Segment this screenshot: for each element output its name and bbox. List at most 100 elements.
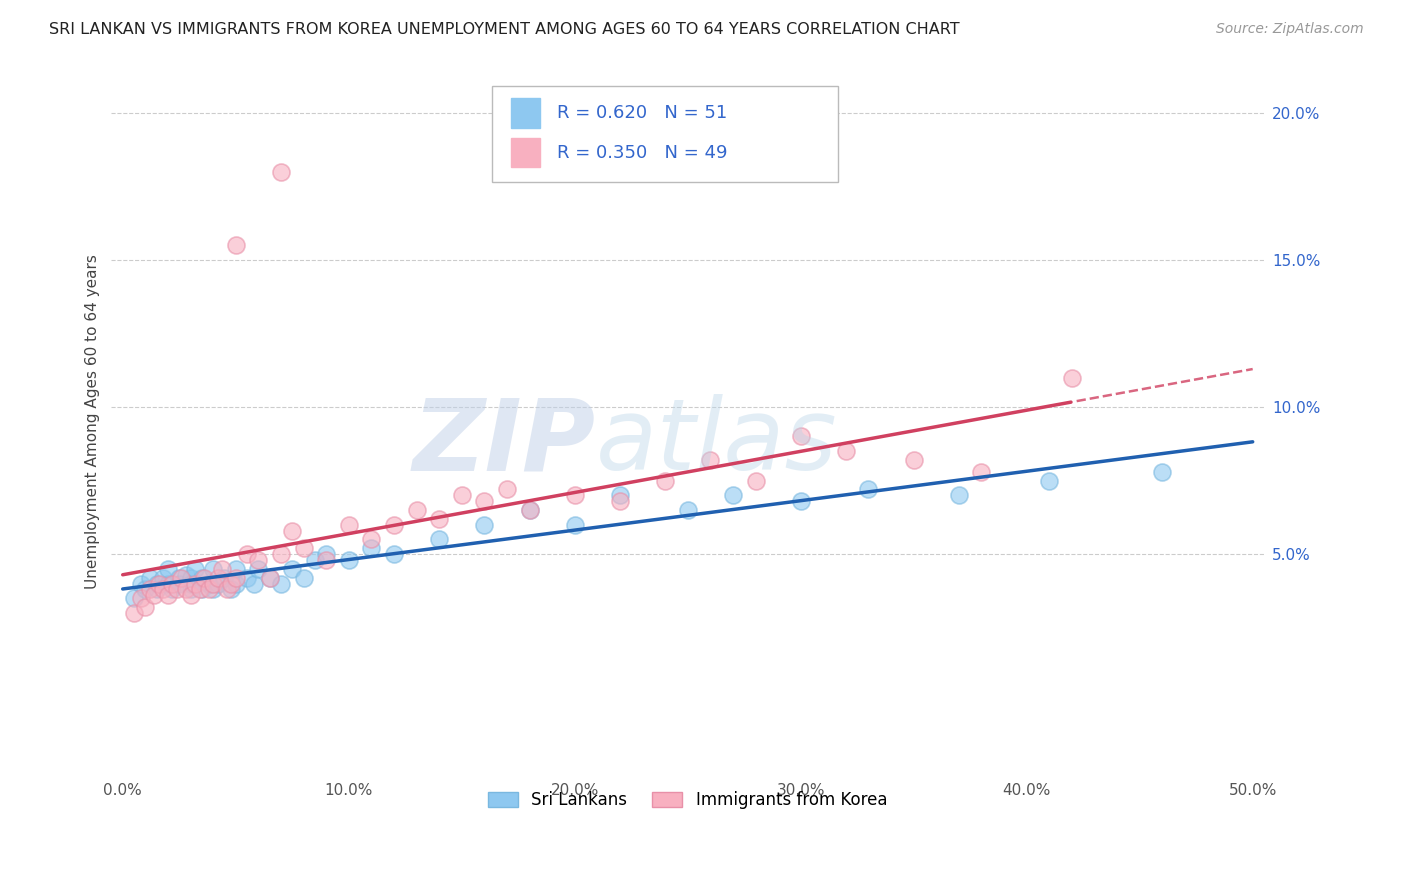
Point bbox=[360, 533, 382, 547]
Point bbox=[281, 524, 304, 538]
Point bbox=[315, 547, 337, 561]
Point bbox=[225, 562, 247, 576]
Point bbox=[225, 238, 247, 252]
Point bbox=[225, 571, 247, 585]
Text: Source: ZipAtlas.com: Source: ZipAtlas.com bbox=[1216, 22, 1364, 37]
Point bbox=[259, 571, 281, 585]
Point bbox=[281, 562, 304, 576]
Point bbox=[197, 576, 219, 591]
Point bbox=[179, 576, 201, 591]
Point bbox=[247, 562, 270, 576]
Point bbox=[676, 503, 699, 517]
Point bbox=[122, 591, 145, 606]
Point bbox=[207, 576, 229, 591]
Point bbox=[162, 576, 184, 591]
Point bbox=[970, 465, 993, 479]
Point bbox=[191, 571, 214, 585]
Point bbox=[184, 562, 207, 576]
Point bbox=[191, 582, 214, 597]
Point bbox=[744, 474, 766, 488]
Text: ZIP: ZIP bbox=[412, 394, 596, 491]
Point bbox=[202, 562, 225, 576]
Point bbox=[219, 582, 242, 597]
Point bbox=[236, 547, 259, 561]
Text: R = 0.620   N = 51: R = 0.620 N = 51 bbox=[557, 103, 728, 122]
Point bbox=[215, 582, 238, 597]
Point bbox=[193, 571, 215, 585]
Point bbox=[162, 582, 184, 597]
Point bbox=[1038, 474, 1060, 488]
Point bbox=[166, 582, 188, 597]
Point bbox=[202, 576, 225, 591]
Point bbox=[211, 562, 233, 576]
Point bbox=[360, 541, 382, 556]
Point bbox=[145, 576, 167, 591]
Point bbox=[139, 571, 162, 585]
Point bbox=[427, 533, 450, 547]
Point bbox=[174, 582, 197, 597]
Point bbox=[122, 606, 145, 620]
Point bbox=[699, 453, 721, 467]
Text: R = 0.350   N = 49: R = 0.350 N = 49 bbox=[557, 144, 728, 161]
Point bbox=[789, 494, 811, 508]
Point bbox=[903, 453, 925, 467]
Point bbox=[1060, 370, 1083, 384]
Text: SRI LANKAN VS IMMIGRANTS FROM KOREA UNEMPLOYMENT AMONG AGES 60 TO 64 YEARS CORRE: SRI LANKAN VS IMMIGRANTS FROM KOREA UNEM… bbox=[49, 22, 960, 37]
Point bbox=[721, 488, 744, 502]
Point bbox=[167, 571, 190, 585]
Point bbox=[145, 582, 167, 597]
Point bbox=[270, 576, 292, 591]
Point bbox=[382, 547, 405, 561]
Point bbox=[148, 576, 170, 591]
Text: atlas: atlas bbox=[596, 394, 837, 491]
Point bbox=[207, 571, 229, 585]
Point bbox=[179, 582, 201, 597]
Point bbox=[270, 164, 292, 178]
Point bbox=[948, 488, 970, 502]
Point bbox=[519, 503, 541, 517]
Point bbox=[564, 517, 586, 532]
Point bbox=[654, 474, 676, 488]
Point bbox=[152, 571, 174, 585]
Point bbox=[167, 576, 190, 591]
Point bbox=[472, 494, 495, 508]
Point bbox=[179, 588, 201, 602]
Point bbox=[134, 600, 156, 615]
Point bbox=[152, 582, 174, 597]
Point bbox=[174, 567, 197, 582]
Point bbox=[382, 517, 405, 532]
Point bbox=[236, 571, 259, 585]
Point bbox=[835, 444, 858, 458]
Point bbox=[292, 541, 315, 556]
Point bbox=[337, 517, 360, 532]
Point bbox=[179, 571, 201, 585]
Point bbox=[259, 571, 281, 585]
Point bbox=[214, 571, 236, 585]
Point bbox=[184, 576, 207, 591]
Point bbox=[225, 576, 247, 591]
Point bbox=[496, 483, 519, 497]
FancyBboxPatch shape bbox=[492, 87, 838, 182]
Y-axis label: Unemployment Among Ages 60 to 64 years: Unemployment Among Ages 60 to 64 years bbox=[86, 254, 100, 589]
FancyBboxPatch shape bbox=[512, 137, 540, 168]
Point bbox=[156, 588, 179, 602]
Point bbox=[247, 553, 270, 567]
Point bbox=[243, 576, 266, 591]
Point bbox=[143, 588, 166, 602]
Point bbox=[1152, 465, 1174, 479]
Point bbox=[609, 494, 631, 508]
Point bbox=[450, 488, 472, 502]
Point bbox=[197, 582, 219, 597]
Point bbox=[156, 562, 179, 576]
Point bbox=[129, 591, 152, 606]
Point bbox=[134, 582, 156, 597]
Point bbox=[304, 553, 326, 567]
Point bbox=[156, 576, 179, 591]
Point bbox=[219, 576, 242, 591]
Point bbox=[519, 503, 541, 517]
Point bbox=[139, 582, 162, 597]
Point bbox=[188, 582, 211, 597]
Point bbox=[202, 582, 225, 597]
Point bbox=[427, 512, 450, 526]
Point bbox=[170, 571, 193, 585]
